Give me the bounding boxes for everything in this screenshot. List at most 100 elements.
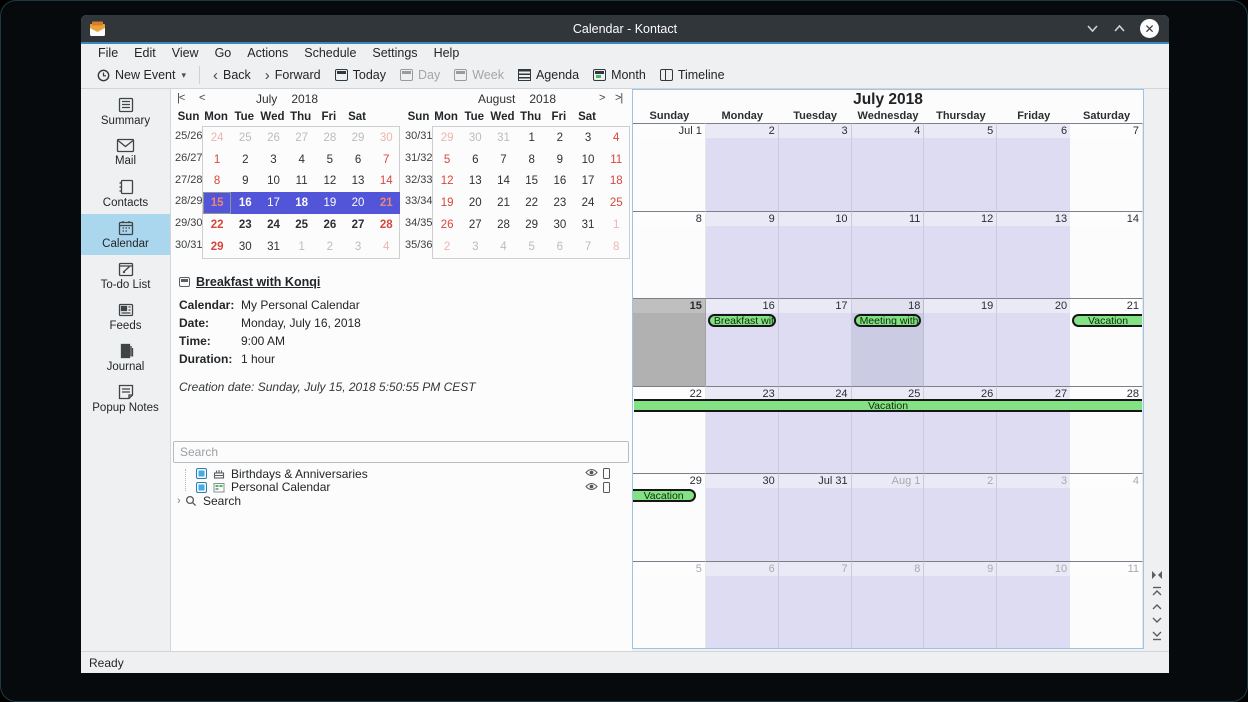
minical-day[interactable]: 2 [556, 131, 564, 144]
minical-august-title[interactable]: August 2018 [477, 92, 557, 106]
minical-day[interactable]: 3 [354, 240, 362, 253]
sidebar-item-journal[interactable]: Journal [81, 337, 170, 378]
minical-day[interactable]: 2 [443, 240, 451, 253]
day-button[interactable]: Day [393, 63, 447, 87]
minical-day[interactable]: 26 [440, 219, 454, 232]
new-event-button[interactable]: New Event ▾ [90, 63, 193, 87]
next-year-icon[interactable]: >| [615, 92, 623, 104]
minical-day[interactable]: 21 [497, 197, 510, 210]
month-day-cell[interactable]: Aug 1 [851, 473, 925, 561]
close-icon[interactable]: ✕ [1140, 19, 1159, 38]
titlebar[interactable]: Calendar - Kontact ✕ [81, 15, 1169, 42]
week-number[interactable]: 28/29 [175, 195, 203, 208]
sidebar-item-mail[interactable]: Mail [81, 132, 170, 173]
minical-day[interactable]: 11 [610, 153, 623, 166]
week-number[interactable]: 31/32 [405, 151, 433, 164]
week-number[interactable]: 35/36 [405, 238, 433, 251]
minical-day[interactable]: 5 [443, 153, 451, 166]
minical-day[interactable]: 15 [525, 175, 539, 188]
month-day-cell[interactable]: 10 [778, 210, 852, 298]
minical-july-title[interactable]: July 2018 [255, 92, 319, 106]
minical-day[interactable]: 21 [372, 192, 401, 215]
sidebar-item-feeds[interactable]: Feeds [81, 296, 170, 337]
week-number[interactable]: 34/35 [405, 217, 433, 230]
minimize-icon[interactable] [1086, 24, 1099, 33]
minical-day[interactable]: 7 [383, 153, 390, 166]
month-day-cell[interactable]: 6 [705, 560, 779, 648]
menu-item[interactable]: Actions [247, 46, 289, 60]
search-input[interactable] [173, 441, 629, 463]
month-day-cell[interactable]: 11 [851, 210, 925, 298]
minical-day[interactable]: 28 [379, 219, 393, 232]
minical-day[interactable]: 30 [553, 219, 567, 232]
minical-day[interactable]: 30 [238, 240, 252, 253]
minical-day[interactable]: 8 [613, 240, 620, 253]
month-day-cell[interactable]: 9 [924, 560, 998, 648]
event[interactable]: Vacation [633, 489, 697, 502]
month-day-cell[interactable]: 18 Meeting with .... [851, 298, 925, 386]
week-number[interactable]: 33/34 [405, 195, 433, 208]
minical-day[interactable]: 2 [242, 153, 249, 166]
month-day-cell[interactable]: 16 Breakfast with... [705, 298, 779, 386]
week-button[interactable]: Week [447, 63, 511, 87]
month-day-cell[interactable]: 7 [778, 560, 852, 648]
month-day-cell[interactable]: 29 Vacation [633, 473, 706, 561]
minical-day[interactable]: 6 [472, 153, 479, 166]
minical-day[interactable]: 24 [210, 131, 224, 144]
month-day-cell[interactable]: 3 [997, 473, 1071, 561]
minical-day[interactable]: 9 [556, 153, 564, 166]
month-button[interactable]: Month [586, 63, 653, 87]
minical-day[interactable]: 4 [613, 131, 620, 144]
month-day-cell[interactable]: 6 [997, 123, 1071, 211]
minical-day[interactable]: 13 [351, 175, 365, 188]
menu-item[interactable]: Settings [372, 46, 418, 60]
minical-day[interactable]: 22 [525, 197, 539, 210]
minical-day[interactable]: 12 [440, 175, 454, 188]
minical-day[interactable]: 6 [556, 240, 564, 253]
minical-day[interactable]: 1 [298, 240, 305, 253]
expander-icon[interactable]: › [177, 494, 181, 507]
minical-day[interactable]: 27 [295, 131, 309, 144]
menu-item[interactable]: Help [433, 46, 460, 60]
minical-day[interactable]: 15 [203, 192, 232, 215]
week-number[interactable]: 29/30 [175, 217, 203, 230]
month-day-cell[interactable]: 30 [705, 473, 779, 561]
device-icon[interactable] [603, 481, 610, 493]
event[interactable]: Vacation [1072, 314, 1142, 327]
week-number[interactable]: 32/33 [405, 173, 433, 186]
minical-day[interactable]: 8 [213, 175, 221, 188]
menu-item[interactable]: View [171, 46, 199, 60]
minical-day[interactable]: 29 [440, 131, 454, 144]
minical-day[interactable]: 1 [213, 153, 221, 166]
minical-day[interactable]: 1 [613, 219, 620, 232]
minical-day[interactable]: 6 [354, 153, 362, 166]
scroll-down-icon[interactable] [1150, 616, 1164, 625]
previous-month-icon[interactable]: < [199, 92, 206, 104]
minical-day[interactable]: 31 [581, 219, 595, 232]
minical-day[interactable]: 12 [323, 175, 337, 188]
minical-day[interactable]: 24 [581, 197, 595, 210]
week-number[interactable]: 26/27 [175, 151, 203, 164]
back-button[interactable]: ‹ Back [212, 66, 251, 84]
month-day-cell[interactable]: 17 [778, 298, 852, 386]
calendar-row-personal[interactable]: Personal Calendar [171, 480, 632, 494]
minical-day[interactable]: 13 [468, 175, 482, 188]
minical-day[interactable]: 17 [259, 192, 288, 215]
month-day-cell[interactable]: 13 [997, 210, 1071, 298]
minical-day[interactable]: 26 [267, 131, 280, 144]
minical-day[interactable]: 16 [231, 192, 260, 215]
sidebar-item-popup-notes[interactable]: Popup Notes [81, 378, 170, 419]
sidebar-item-todo[interactable]: To-do List [81, 255, 170, 296]
month-day-cell[interactable]: 11 [1070, 560, 1143, 648]
sidebar-item-calendar[interactable]: Calendar [81, 214, 170, 255]
device-icon[interactable] [603, 468, 610, 480]
month-day-cell[interactable]: 21 Vacation [1070, 298, 1143, 386]
today-button[interactable]: Today [328, 63, 393, 87]
minical-day[interactable]: 5 [528, 240, 535, 253]
month-day-cell[interactable]: 3 [778, 123, 852, 211]
minical-day[interactable]: 19 [440, 197, 454, 210]
menu-item[interactable]: Edit [134, 46, 156, 60]
minical-day[interactable]: 30 [379, 131, 393, 144]
month-day-cell[interactable]: 10 [997, 560, 1071, 648]
minical-day[interactable]: 8 [528, 153, 535, 166]
